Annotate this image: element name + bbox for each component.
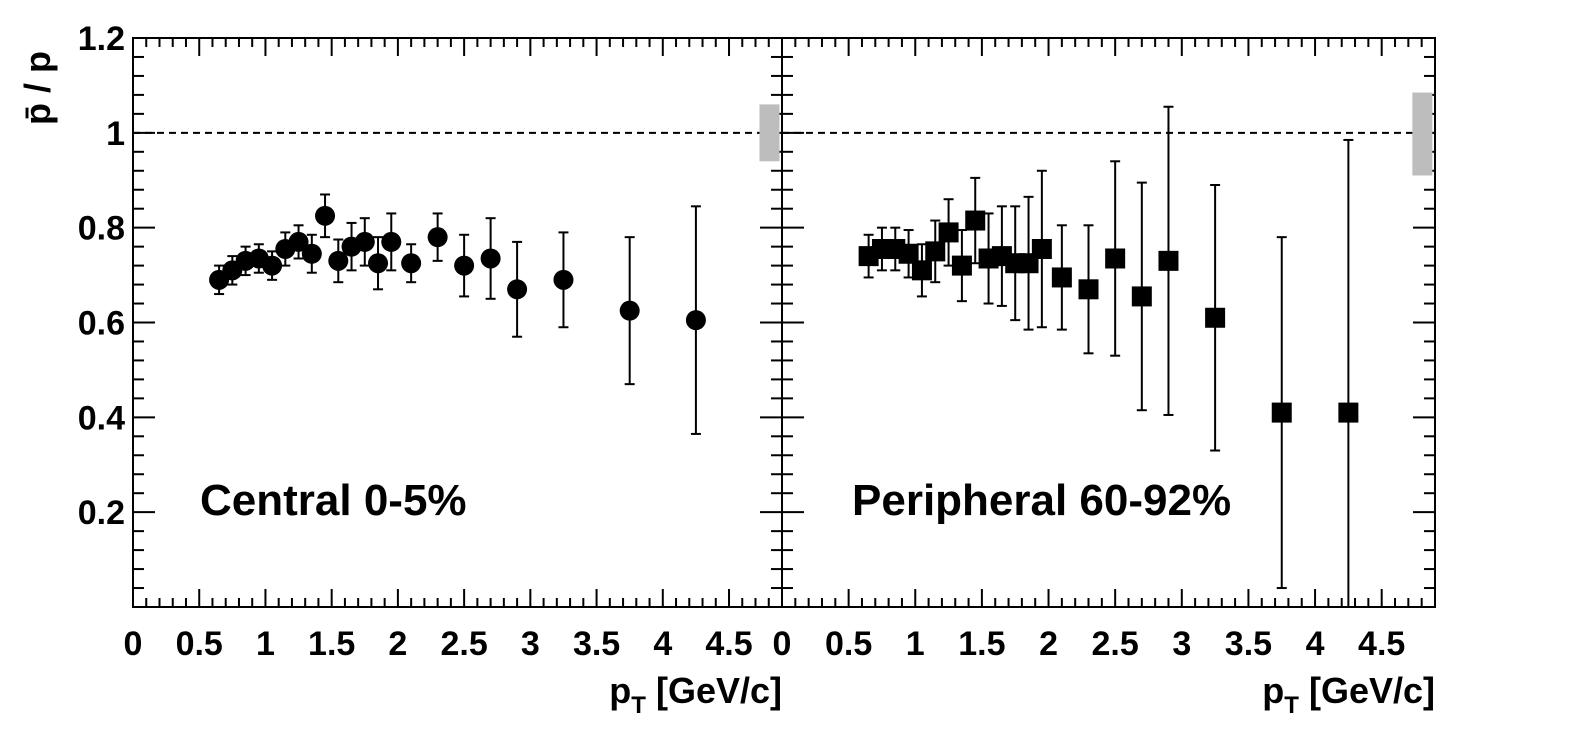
- y-tick-label: 1: [106, 115, 125, 153]
- x-tick-label: 4: [1306, 625, 1325, 663]
- x-tick-label: 2: [1039, 625, 1058, 663]
- y-tick-label: 0.4: [78, 399, 125, 437]
- data-point: [1158, 250, 1179, 271]
- data-point: [427, 227, 448, 248]
- data-point: [454, 255, 475, 276]
- x-axis-title: pT [GeV/c]: [609, 670, 782, 719]
- data-point: [1205, 307, 1226, 328]
- data-point: [301, 243, 322, 264]
- x-tick-label: 0.5: [825, 625, 872, 663]
- data-point: [354, 231, 375, 252]
- x-tick-label: 0.5: [176, 625, 223, 663]
- data-point: [1051, 267, 1072, 288]
- data-point: [480, 248, 501, 269]
- data-point: [619, 300, 640, 321]
- x-tick-label: 2.5: [1092, 625, 1139, 663]
- x-tick-label: 3: [1172, 625, 1191, 663]
- data-point: [381, 231, 402, 252]
- data-point: [925, 241, 946, 262]
- data-point: [1338, 402, 1359, 423]
- x-tick-label: 3.5: [573, 625, 620, 663]
- systematic-band: [1412, 92, 1433, 176]
- data-point: [288, 231, 309, 252]
- data-point: [938, 222, 959, 243]
- data-point: [1105, 248, 1126, 269]
- y-axis-labels: 0.2 0.4 0.6 0.8 1 1.2: [78, 20, 125, 532]
- x-tick-label: 0: [124, 625, 143, 663]
- x-tick-label: 3: [521, 625, 540, 663]
- data-point: [911, 260, 932, 281]
- data-point: [898, 243, 919, 264]
- x-tick-label: 1.5: [958, 625, 1005, 663]
- panel-label: Central 0-5%: [200, 476, 467, 525]
- y-axis-title: p̄ / p: [17, 51, 58, 125]
- data-point: [1131, 286, 1152, 307]
- data-point: [1078, 279, 1099, 300]
- x-axis-title: pT [GeV/c]: [1262, 670, 1435, 719]
- y-tick-label: 1.2: [78, 20, 125, 58]
- data-point: [965, 210, 986, 231]
- panel-central: 0 0.5 1 1.5 2 2.5 3 3.5 4 4.5 pT [GeV/c] Central 0-…: [124, 37, 783, 719]
- data-point: [553, 269, 574, 290]
- x-tick-label: 0: [773, 625, 792, 663]
- y-tick-label: 0.8: [78, 210, 125, 248]
- panel-label: Peripheral 60-92%: [852, 476, 1231, 525]
- systematic-band: [759, 104, 780, 162]
- x-tick-label: 3.5: [1225, 625, 1272, 663]
- x-tick-label: 4.5: [1358, 625, 1405, 663]
- x-tick-label: 2: [388, 625, 407, 663]
- x-tick-label: 4.5: [705, 625, 752, 663]
- data-point: [685, 310, 706, 331]
- x-tick-label: 1: [256, 625, 275, 663]
- x-tick-label: 1.5: [308, 625, 355, 663]
- data-point: [401, 253, 422, 274]
- panel-peripheral: 0 0.5 1 1.5 2 2.5 3 3.5 4 4.5 pT [GeV/c] Peripheral…: [773, 37, 1436, 719]
- data-point: [951, 255, 972, 276]
- data-point: [507, 279, 528, 300]
- data-point: [262, 255, 283, 276]
- data-point: [1271, 402, 1292, 423]
- y-tick-label: 0.6: [78, 305, 125, 343]
- data-point: [1031, 239, 1052, 260]
- data-point: [315, 205, 336, 226]
- x-tick-label: 1: [906, 625, 925, 663]
- data-point: [328, 250, 349, 271]
- y-tick-label: 0.2: [78, 494, 125, 532]
- x-tick-label: 2.5: [440, 625, 487, 663]
- data-point: [368, 253, 389, 274]
- x-tick-label: 4: [653, 625, 672, 663]
